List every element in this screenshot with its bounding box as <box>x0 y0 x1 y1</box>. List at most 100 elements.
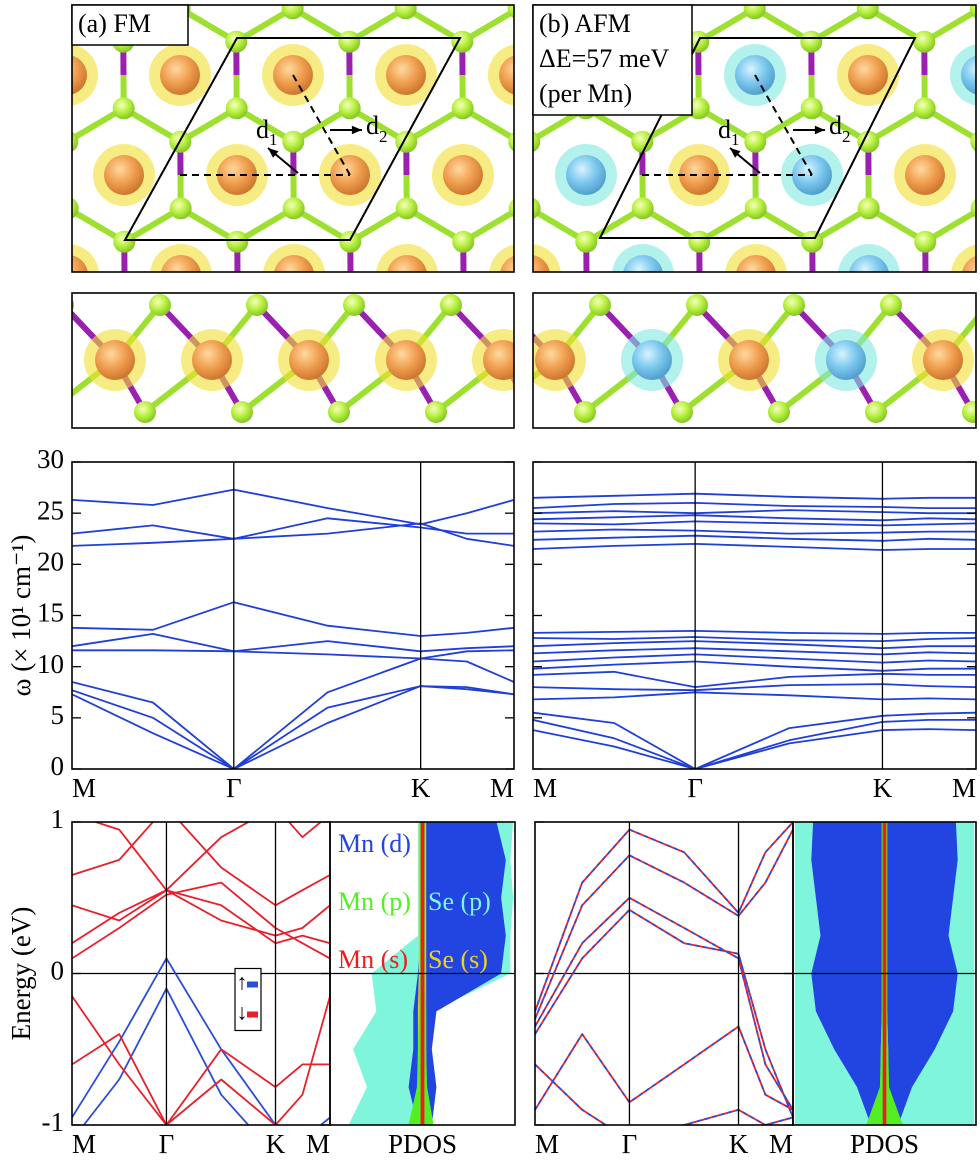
se-atom <box>744 197 767 220</box>
bond <box>0 305 18 360</box>
se-atom <box>338 30 361 53</box>
arrow-head <box>351 125 362 135</box>
mn-atom <box>95 340 135 380</box>
plot-area <box>535 822 793 1125</box>
se-atom <box>880 294 902 316</box>
se-atom <box>340 431 362 453</box>
se-atom <box>783 294 805 316</box>
se-atom <box>631 130 654 153</box>
se-atom <box>149 294 171 316</box>
x-axis-label: PDOS <box>850 1129 919 1159</box>
x-tick-label: M <box>533 773 557 803</box>
band-line <box>533 636 976 642</box>
mn-atom <box>849 255 889 272</box>
band-line <box>533 543 976 551</box>
se-atom <box>0 97 22 119</box>
mn-atom <box>161 255 201 272</box>
mn-atom <box>483 340 514 380</box>
bond <box>472 8 528 41</box>
mn-atom <box>386 55 426 95</box>
x-tick-label: K <box>411 773 431 803</box>
bond-label-sub: 1 <box>731 130 740 149</box>
se-atom <box>508 132 514 152</box>
spin-density <box>0 344 43 406</box>
bond <box>521 408 578 441</box>
y-tick-label: 1 <box>51 804 65 834</box>
band-line <box>535 909 793 1118</box>
bond <box>361 408 417 441</box>
bond <box>0 360 18 412</box>
se-atom <box>962 401 976 423</box>
se-atom <box>225 30 248 53</box>
band-line <box>533 534 976 542</box>
se-atom <box>452 230 475 253</box>
bond <box>11 208 67 241</box>
band-line <box>533 711 976 769</box>
mn-atom <box>826 340 866 380</box>
se-atom <box>566 431 588 453</box>
bond-label-sub: 1 <box>269 130 278 149</box>
se-atom <box>905 431 927 453</box>
se-atom <box>533 197 541 219</box>
se-atom <box>679 431 701 453</box>
band-line <box>82 987 250 1125</box>
mn-atom <box>499 55 514 95</box>
se-atom <box>463 297 485 319</box>
se-atom <box>537 294 559 316</box>
band-line <box>533 683 976 692</box>
se-atom <box>915 431 937 453</box>
se-atom <box>589 294 611 316</box>
se-atom <box>397 397 419 419</box>
mn-atom <box>679 155 719 195</box>
bond <box>0 108 11 141</box>
band-line <box>535 909 793 1118</box>
mn-atom <box>289 340 329 380</box>
unit-cell <box>598 37 917 239</box>
se-atom <box>294 397 316 419</box>
se-atom <box>905 297 927 319</box>
legend-label: Mn (s) <box>338 945 408 974</box>
band-line <box>72 517 514 540</box>
unit-cell <box>123 37 462 241</box>
mn-atom <box>923 340 963 380</box>
legend-swatch <box>247 981 258 988</box>
plot-frame <box>792 821 977 1126</box>
y-tick-label: 10 <box>37 649 64 679</box>
bond <box>20 8 76 41</box>
bond <box>182 408 239 441</box>
arrow-head <box>814 125 825 135</box>
mn-atom <box>623 255 663 272</box>
se-atom <box>913 30 936 53</box>
se-atom <box>533 131 541 153</box>
se-atom <box>343 294 365 316</box>
legend-box <box>234 967 262 1032</box>
band-line <box>535 1063 793 1125</box>
x-tick-label: K <box>266 1129 286 1159</box>
se-atom <box>634 294 656 316</box>
se-atom <box>736 397 758 419</box>
se-atom <box>575 230 598 253</box>
band-line <box>72 889 330 937</box>
bond-label: d <box>256 115 269 144</box>
bond-label: d <box>829 111 842 140</box>
se-atom <box>114 431 136 453</box>
bond <box>473 208 529 241</box>
se-atom <box>463 431 485 453</box>
se-atom <box>284 397 306 419</box>
x-tick-label: M <box>72 773 96 803</box>
band-line <box>533 640 976 650</box>
se-atom <box>57 331 79 353</box>
se-atom <box>282 197 305 220</box>
plot-frame <box>71 461 515 770</box>
mn-atom <box>535 340 575 380</box>
se-atom <box>492 294 514 316</box>
band-line <box>72 633 514 653</box>
y-tick-label: 25 <box>37 495 64 525</box>
se-atom <box>1 431 23 453</box>
x-tick-label: M <box>535 1129 559 1159</box>
legend-label: ↓ <box>237 1000 248 1025</box>
plot-area <box>793 822 976 1125</box>
legend-label: Se (p) <box>428 887 491 916</box>
band-line <box>533 502 976 509</box>
spin-density <box>0 144 42 206</box>
